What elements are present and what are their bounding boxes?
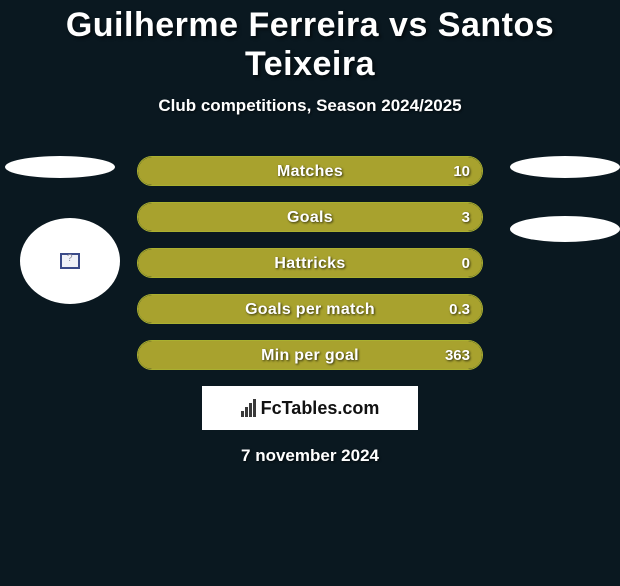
subtitle: Club competitions, Season 2024/2025 [0,96,620,116]
stat-label: Goals [138,203,482,232]
player-right-ellipse-2 [510,216,620,242]
fctables-logo: FcTables.com [241,398,380,419]
page-title: Guilherme Ferreira vs Santos Teixeira [0,6,620,84]
bars-arc-icon [241,399,257,417]
player-left-ellipse-1 [5,156,115,178]
player-right-ellipse-1 [510,156,620,178]
image-placeholder-icon [60,253,80,269]
stat-label: Goals per match [138,295,482,324]
stat-bars: Matches 10 Goals 3 Hattricks 0 Goals per… [137,156,483,370]
logo-label: FcTables.com [261,398,380,419]
stat-bar-matches: Matches 10 [137,156,483,186]
stats-area: Matches 10 Goals 3 Hattricks 0 Goals per… [0,156,620,370]
stat-value: 3 [462,203,470,232]
stat-label: Min per goal [138,341,482,370]
player-left-ellipse-2 [20,218,120,304]
stat-value: 363 [445,341,470,370]
stat-bar-goals: Goals 3 [137,202,483,232]
stat-label: Matches [138,157,482,186]
stat-bar-hattricks: Hattricks 0 [137,248,483,278]
date-label: 7 november 2024 [0,446,620,466]
stat-bar-goals-per-match: Goals per match 0.3 [137,294,483,324]
stat-label: Hattricks [138,249,482,278]
stat-value: 0 [462,249,470,278]
stat-bar-min-per-goal: Min per goal 363 [137,340,483,370]
stat-value: 10 [453,157,470,186]
stat-value: 0.3 [449,295,470,324]
logo-box: FcTables.com [202,386,418,430]
